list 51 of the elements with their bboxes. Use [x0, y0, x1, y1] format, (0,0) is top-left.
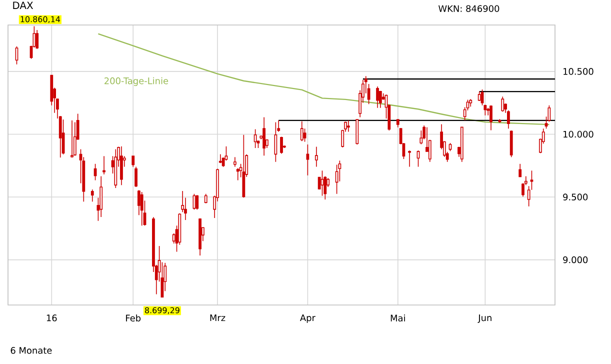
x-tick-label: Jun: [478, 314, 492, 323]
candlestick: [408, 150, 411, 168]
x-tick-label: Mrz: [210, 314, 226, 322]
chart-subtitle: WKN: 846900: [438, 5, 500, 12]
x-tick-label: 16: [46, 314, 57, 322]
x-tick-label: Feb: [126, 314, 141, 322]
y-tick-label: 10.000: [564, 130, 594, 138]
line-series: [98, 33, 550, 126]
candlestick: [346, 120, 350, 132]
candlestick: [132, 155, 135, 168]
chart-title: DAX: [13, 2, 34, 9]
candlestick: [140, 192, 144, 226]
candlestick: [314, 146, 318, 168]
candlestick: [218, 154, 222, 164]
text: 6 Monate: [10, 347, 52, 354]
candlestick: [70, 120, 74, 158]
candlestick: [114, 148, 118, 188]
candlestick: [254, 128, 257, 148]
candlestick: [242, 134, 246, 198]
candlestick: [262, 116, 266, 156]
candlestick: [490, 104, 492, 131]
candlestick: [196, 194, 199, 210]
candlestick: [36, 30, 39, 50]
candlestick: [300, 121, 304, 142]
candlestick: [236, 168, 240, 181]
candlestick: [204, 193, 208, 204]
candlestick: [120, 146, 123, 186]
candlestick: [134, 166, 138, 188]
y-tick-label: 10.500: [564, 68, 594, 75]
candlestick: [280, 136, 283, 154]
y-tick-label: 9.500: [563, 194, 588, 200]
candlestick: [100, 176, 103, 218]
candlestick: [396, 118, 400, 128]
candlestick: [356, 118, 359, 145]
y-tick-label: 9.000: [563, 256, 588, 264]
x-tick-label: Apr: [300, 314, 316, 323]
candlestick: [234, 156, 236, 168]
candlestick: [378, 90, 382, 108]
candlestick: [460, 126, 464, 162]
candlestick: [510, 130, 513, 158]
x-tick-label: Mai: [390, 314, 405, 322]
candlestick: [478, 91, 481, 102]
candlestick: [198, 218, 202, 256]
text: 200-Tage-Linie: [104, 77, 168, 86]
candlestick: [90, 189, 94, 202]
candlestick: [274, 122, 278, 162]
candlestick: [469, 98, 472, 108]
candlestick: [102, 156, 106, 175]
candlestick: [376, 86, 379, 108]
candlestick: [518, 163, 522, 178]
candlestick: [501, 96, 504, 112]
